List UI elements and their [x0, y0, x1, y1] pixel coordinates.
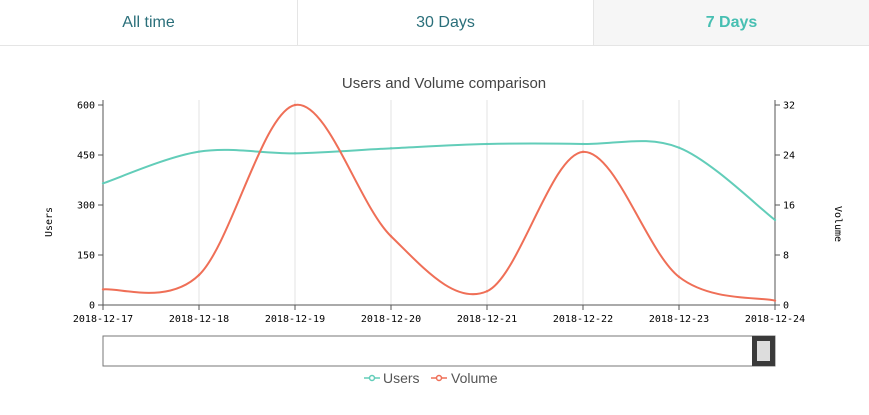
- series-lines: [101, 103, 777, 302]
- range-handle-grip: [757, 341, 770, 361]
- left-y-ticks: 0 150 300 450 600: [77, 101, 103, 312]
- data-point-users: [389, 147, 393, 150]
- data-point-users: [293, 152, 297, 155]
- left-tick-label: 0: [89, 301, 95, 312]
- data-point-volume: [197, 273, 201, 277]
- legend-users-marker: [368, 374, 376, 382]
- users-volume-chart: Users and Volume comparison 0 150 300 450 60…: [44, 75, 843, 386]
- data-point-users: [485, 142, 489, 146]
- grid-lines: [198, 100, 680, 305]
- right-tick-label: 32: [783, 101, 795, 112]
- range-track: [102, 335, 776, 367]
- right-tick-label: 8: [783, 251, 789, 262]
- data-point-users: [773, 218, 777, 222]
- chart-title: Users and Volume comparison: [342, 75, 546, 92]
- data-point-volume: [581, 150, 585, 154]
- data-point-volume: [773, 299, 777, 302]
- tab-all-time[interactable]: All time: [122, 13, 175, 31]
- tab-7-days[interactable]: 7 Days: [593, 0, 869, 45]
- data-point-volume: [293, 103, 297, 107]
- data-point-users: [101, 182, 105, 185]
- x-tick-label: 2018-12-20: [361, 314, 421, 325]
- right-tick-label: 0: [783, 301, 789, 312]
- left-tick-label: 450: [77, 151, 95, 162]
- left-tick-label: 600: [77, 101, 95, 112]
- right-tick-label: 24: [783, 151, 795, 162]
- data-point-users: [197, 150, 201, 153]
- legend-item-users[interactable]: Users: [364, 370, 420, 386]
- left-tick-label: 150: [77, 251, 95, 262]
- series-line-volume: [102, 103, 776, 302]
- x-tick-label: 2018-12-24: [745, 314, 805, 325]
- x-tick-label: 2018-12-22: [553, 314, 613, 325]
- axes: [102, 100, 776, 306]
- right-y-ticks: 0 8 16 24 32: [775, 101, 795, 312]
- range-selector[interactable]: [102, 335, 776, 367]
- x-tick-label: 2018-12-19: [265, 314, 325, 325]
- series-line-users: [102, 140, 776, 221]
- legend-volume-label: Volume: [451, 370, 498, 386]
- x-tick-label: 2018-12-17: [73, 314, 133, 325]
- data-point-users: [581, 142, 585, 146]
- right-axis-label: Volume: [832, 206, 843, 242]
- x-tick-label: 2018-12-21: [457, 314, 517, 325]
- data-point-volume: [485, 290, 489, 293]
- legend-item-volume[interactable]: Volume: [431, 370, 498, 386]
- x-tick-label: 2018-12-18: [169, 314, 229, 325]
- legend-volume-marker: [435, 374, 443, 382]
- legend-users-label: Users: [383, 370, 420, 386]
- range-tabs: All time 30 Days 7 Days: [0, 0, 869, 46]
- x-tick-label: 2018-12-23: [649, 314, 709, 325]
- left-axis-label: Users: [44, 207, 55, 237]
- left-tick-label: 300: [77, 201, 95, 212]
- legend: Users Volume: [364, 370, 498, 386]
- data-point-volume: [389, 235, 393, 238]
- data-point-volume: [101, 288, 105, 291]
- data-point-users: [677, 146, 681, 149]
- x-ticks: 2018-12-17 2018-12-18 2018-12-19 2018-12-20…: [73, 305, 805, 325]
- right-tick-label: 16: [783, 201, 795, 212]
- tab-30-days[interactable]: 30 Days: [297, 0, 593, 45]
- data-point-volume: [677, 275, 681, 279]
